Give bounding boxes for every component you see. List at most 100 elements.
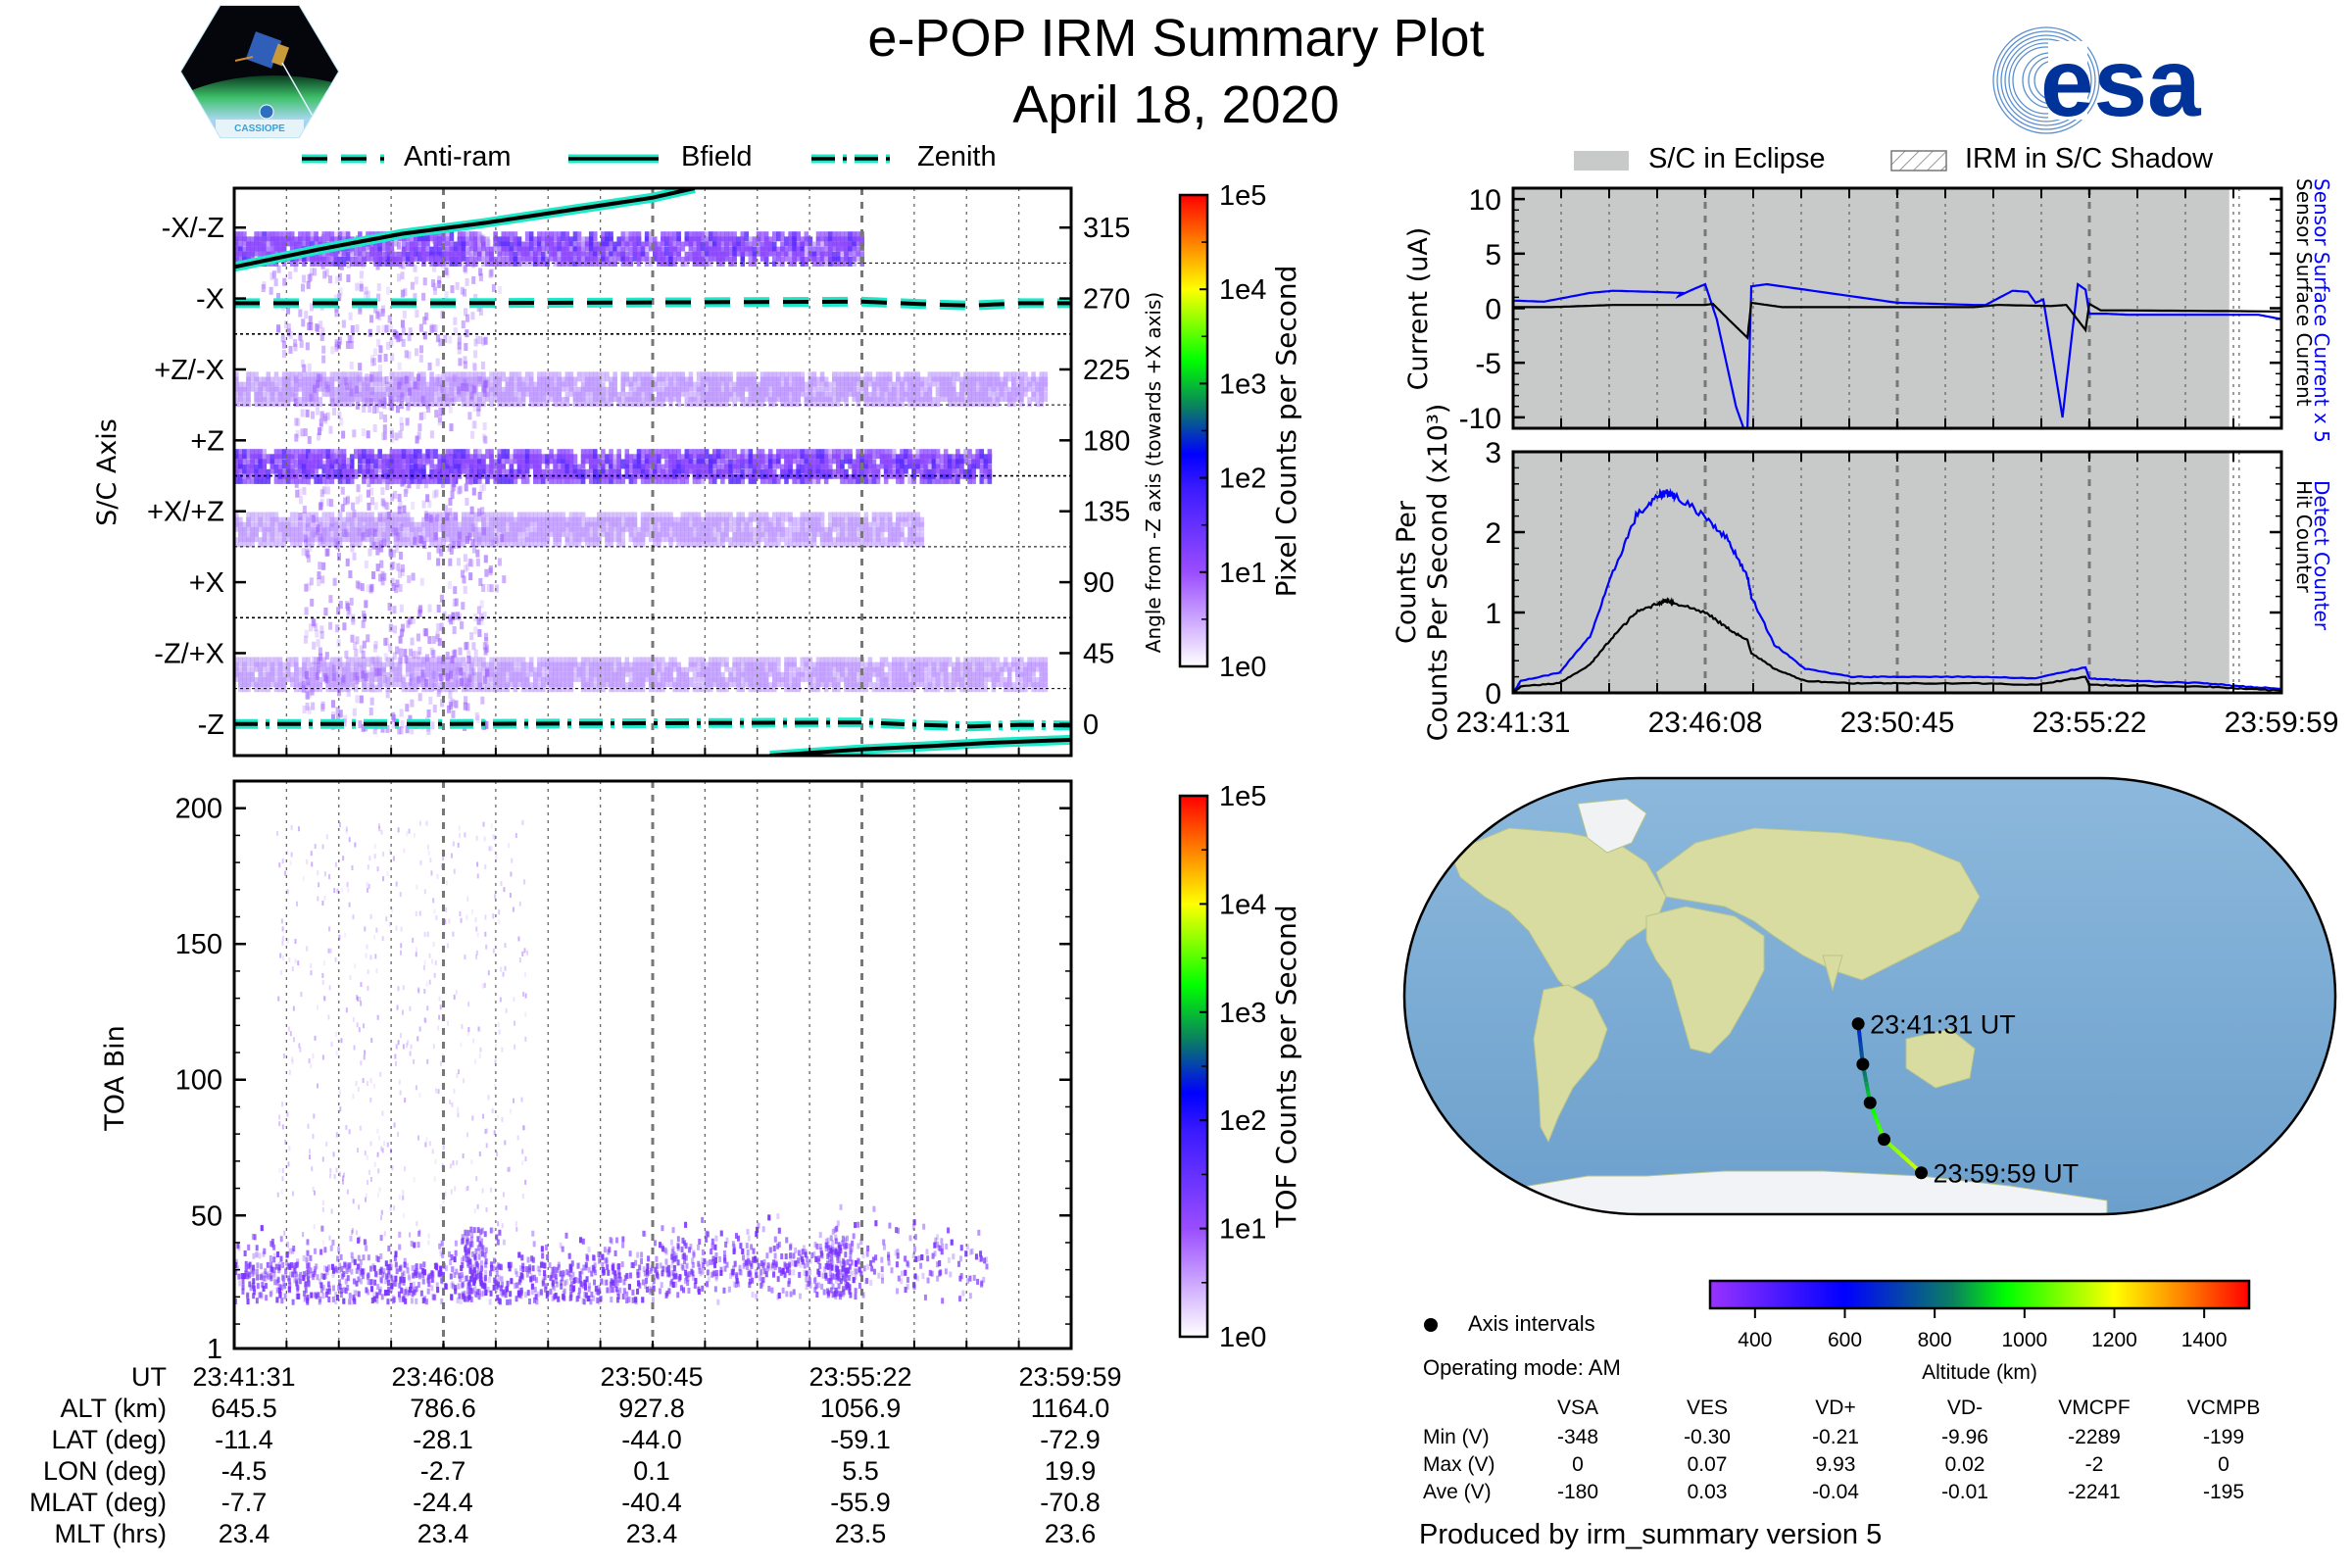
heatmap-cell <box>393 454 399 465</box>
heatmap-cell <box>780 677 785 688</box>
heatmap-cell <box>572 532 578 543</box>
heatmap-cell <box>653 512 658 522</box>
heatmap-cell <box>362 468 367 479</box>
heatmap-cell <box>277 473 283 484</box>
heatmap-cell <box>445 677 451 688</box>
heatmap-cell <box>266 521 271 532</box>
heatmap-cell <box>513 371 518 382</box>
heatmap-cell <box>767 473 773 484</box>
heatmap-cell <box>584 657 590 667</box>
heatmap-cell <box>246 397 251 408</box>
heatmap-cell <box>289 657 295 667</box>
heatmap-cell <box>736 657 741 667</box>
heatmap-cell <box>298 449 303 460</box>
heatmap-cell <box>904 537 908 548</box>
heatmap-cell <box>588 386 594 397</box>
heatmap-cell <box>827 657 833 667</box>
heatmap-cell <box>329 473 335 484</box>
heatmap-cell <box>250 454 255 465</box>
heatmap-cell <box>616 682 621 693</box>
heatmap-cell <box>692 521 698 532</box>
heatmap-cell <box>516 459 522 469</box>
heatmap-cell <box>294 386 299 397</box>
heatmap-cell <box>836 236 841 247</box>
heatmap-cell <box>784 397 789 408</box>
heatmap-cell <box>752 256 758 267</box>
heatmap-cell <box>852 521 857 532</box>
plot-date: April 18, 2020 <box>1012 75 1340 134</box>
heatmap-cell <box>302 371 307 382</box>
heatmap-cell <box>907 391 912 402</box>
heatmap-cell <box>863 391 869 402</box>
heatmap-cell <box>437 459 442 469</box>
heatmap-cell <box>975 371 980 382</box>
heatmap-cell <box>919 449 925 460</box>
heatmap-cell <box>708 526 713 537</box>
heatmap-cell <box>432 264 437 272</box>
heatmap-cell <box>620 537 626 548</box>
heatmap-cell <box>907 386 912 397</box>
heatmap-cell <box>437 275 442 284</box>
heatmap-cell <box>262 449 268 460</box>
heatmap-cell <box>505 677 511 688</box>
heatmap-cell <box>468 526 474 537</box>
heatmap-cell <box>915 521 920 532</box>
heatmap-cell <box>923 464 929 474</box>
heatmap-cell <box>477 251 482 262</box>
heatmap-cell <box>537 526 542 537</box>
heatmap-cell <box>911 532 916 543</box>
heatmap-cell <box>784 386 789 397</box>
heatmap-cell <box>911 464 916 474</box>
heatmap-cell <box>819 231 825 242</box>
heatmap-cell <box>285 306 291 315</box>
heatmap-cell <box>792 241 797 252</box>
heatmap-cell <box>457 381 463 392</box>
heatmap-cell <box>852 256 857 267</box>
heatmap-cell <box>644 662 650 672</box>
heatmap-cell <box>369 464 374 474</box>
heatmap-cell <box>568 526 574 537</box>
heatmap-cell <box>628 381 634 392</box>
heatmap-cell <box>827 464 833 474</box>
heatmap-cell <box>572 468 578 479</box>
heatmap-cell <box>896 521 901 532</box>
heatmap-cell <box>664 459 669 469</box>
heatmap-cell <box>636 454 642 465</box>
heatmap-cell <box>437 468 442 479</box>
heatmap-cell <box>281 521 287 532</box>
heatmap-cell <box>612 256 617 267</box>
heatmap-cell <box>692 251 698 262</box>
heatmap-cell <box>485 246 490 257</box>
heatmap-cell <box>900 526 905 537</box>
heatmap-cell <box>708 454 713 465</box>
heatmap-cell <box>716 236 721 247</box>
heatmap-cell <box>418 345 424 354</box>
heatmap-cell <box>557 256 562 267</box>
heatmap-cell <box>285 376 291 387</box>
heatmap-cell <box>767 391 773 402</box>
heatmap-cell <box>593 256 598 267</box>
heatmap-cell <box>696 397 702 408</box>
heatmap-cell <box>636 371 642 382</box>
heatmap-cell <box>367 241 371 250</box>
heatmap-cell <box>859 251 865 262</box>
heatmap-cell <box>356 374 361 383</box>
heatmap-cell <box>620 251 626 262</box>
heatmap-cell <box>557 386 562 397</box>
heatmap-cell <box>509 468 514 479</box>
heatmap-cell <box>389 657 395 667</box>
heatmap-cell <box>513 671 518 682</box>
heatmap-cell <box>485 526 490 537</box>
heatmap-cell <box>1043 662 1049 672</box>
heatmap-cell <box>815 516 821 527</box>
heatmap-cell <box>516 657 522 667</box>
heatmap-cell <box>692 246 698 257</box>
heatmap-cell <box>438 338 443 347</box>
heatmap-cell <box>314 391 318 402</box>
heatmap-cell <box>704 521 710 532</box>
heatmap-cell <box>458 256 463 265</box>
heatmap-cell <box>875 526 881 537</box>
heatmap-cell <box>524 251 530 262</box>
heatmap-cell <box>445 521 451 532</box>
heatmap-cell <box>588 537 594 548</box>
